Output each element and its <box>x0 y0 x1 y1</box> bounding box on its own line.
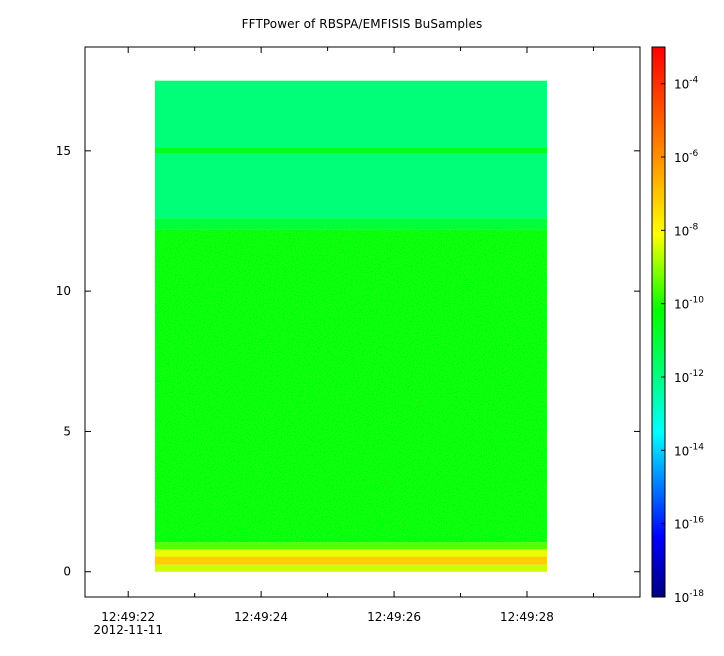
x-tick-label: 12:49:22 <box>101 610 155 624</box>
x-tick-label: 12:49:26 <box>367 610 421 624</box>
spectrogram-band-7 <box>154 148 547 154</box>
colorbar-tick-label: 10-12 <box>674 369 704 385</box>
spectrogram-band-6 <box>154 153 547 219</box>
colorbar-tick-label: 10-6 <box>674 149 699 165</box>
x-tick-label: 12:49:28 <box>500 610 554 624</box>
spectrogram-band-8 <box>154 80 547 149</box>
spectrogram-noise <box>154 229 547 543</box>
spectrogram-band-3 <box>154 542 547 550</box>
colorbar-tick-label: 10-10 <box>674 296 704 312</box>
x-axis: 12:49:22 12:49:24 12:49:26 12:49:28 2012-11-… <box>93 47 594 637</box>
colorbar-tick-label: 10-16 <box>674 516 704 532</box>
colorbar-axis: 10-4 10-6 10-8 10-10 10-12 10-14 10-16 10-18 <box>661 76 704 605</box>
y-tick-label: 5 <box>63 424 71 438</box>
colorbar-tick-label: 10-14 <box>674 442 704 458</box>
y-tick-label: 15 <box>56 144 71 158</box>
colorbar-tick-label: 10-18 <box>674 589 704 605</box>
spectrogram-band-1 <box>154 556 547 565</box>
spectrogram-band-0 <box>154 564 547 572</box>
spectrogram-band-2 <box>154 549 547 557</box>
y-axis: 0 5 10 15 <box>56 144 640 579</box>
spectrogram-speckle <box>154 229 547 543</box>
y-tick-label: 0 <box>63 565 71 579</box>
colorbar-tick-label: 10-4 <box>674 76 699 92</box>
spectrogram-band-5 <box>154 218 547 230</box>
x-date-label: 2012-11-11 <box>93 623 163 637</box>
chart-title: FFTPower of RBSPA/EMFISIS BuSamples <box>241 17 483 31</box>
colorbar-tick-label: 10-8 <box>674 222 699 238</box>
x-tick-label: 12:49:24 <box>234 610 288 624</box>
y-tick-label: 10 <box>56 284 71 298</box>
colorbar <box>651 46 666 598</box>
